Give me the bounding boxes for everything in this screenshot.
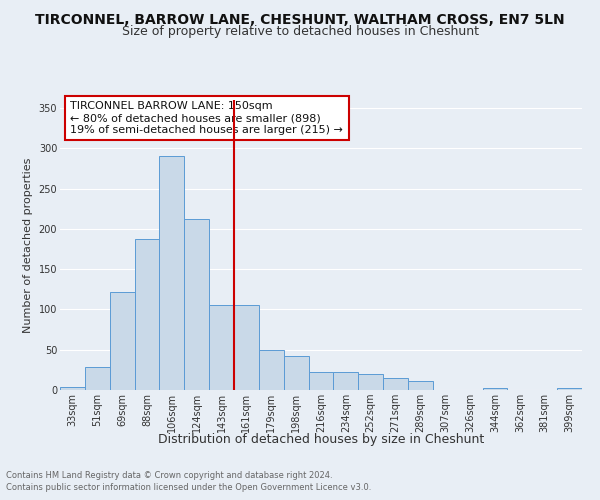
Bar xyxy=(557,388,582,390)
Text: Distribution of detached houses by size in Cheshunt: Distribution of detached houses by size … xyxy=(158,432,484,446)
Bar xyxy=(134,238,160,390)
Bar xyxy=(259,350,284,390)
Text: Contains HM Land Registry data © Crown copyright and database right 2024.: Contains HM Land Registry data © Crown c… xyxy=(6,471,332,480)
Bar xyxy=(234,304,259,390)
Bar xyxy=(284,356,308,390)
Text: TIRCONNEL, BARROW LANE, CHESHUNT, WALTHAM CROSS, EN7 5LN: TIRCONNEL, BARROW LANE, CHESHUNT, WALTHA… xyxy=(35,12,565,26)
Bar xyxy=(408,381,433,390)
Bar xyxy=(110,292,134,390)
Bar xyxy=(358,374,383,390)
Bar xyxy=(209,304,234,390)
Bar xyxy=(184,219,209,390)
Text: TIRCONNEL BARROW LANE: 150sqm
← 80% of detached houses are smaller (898)
19% of : TIRCONNEL BARROW LANE: 150sqm ← 80% of d… xyxy=(70,102,343,134)
Text: Size of property relative to detached houses in Cheshunt: Size of property relative to detached ho… xyxy=(121,25,479,38)
Bar xyxy=(60,387,85,390)
Bar xyxy=(383,378,408,390)
Text: Contains public sector information licensed under the Open Government Licence v3: Contains public sector information licen… xyxy=(6,484,371,492)
Bar xyxy=(160,156,184,390)
Bar xyxy=(308,372,334,390)
Bar xyxy=(85,368,110,390)
Y-axis label: Number of detached properties: Number of detached properties xyxy=(23,158,33,332)
Bar xyxy=(334,372,358,390)
Bar xyxy=(482,388,508,390)
